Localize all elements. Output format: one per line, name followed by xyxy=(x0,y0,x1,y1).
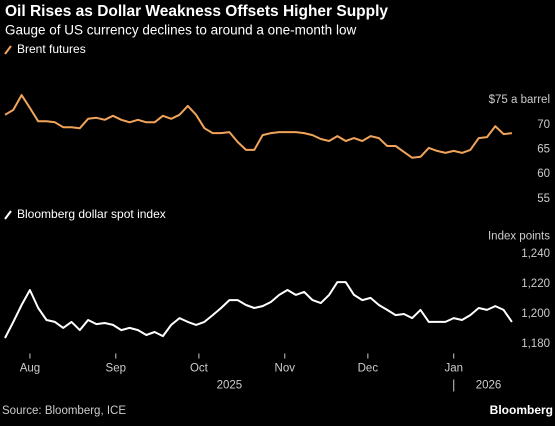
legend-swatch xyxy=(4,45,12,55)
x-tick-label: Jan xyxy=(444,363,463,375)
chart-title: Oil Rises as Dollar Weakness Offsets Hig… xyxy=(5,3,388,20)
y-tick-label: 60 xyxy=(537,168,550,180)
x-tick-label: Dec xyxy=(358,363,379,375)
y-axis-label: Index points xyxy=(488,231,550,243)
y-tick-label: 1,200 xyxy=(521,308,550,320)
x-tick-label: Oct xyxy=(190,363,209,375)
legend-label: Bloomberg dollar spot index xyxy=(17,207,166,221)
chart-subtitle: Gauge of US currency declines to around … xyxy=(5,23,356,38)
line-series xyxy=(4,281,513,339)
y-tick-label: 55 xyxy=(537,193,550,205)
y-tick-label: $75 a barrel xyxy=(489,94,550,106)
legend-swatch xyxy=(4,210,12,220)
year-label: 2026 xyxy=(476,380,502,392)
source: Source: Bloomberg, ICE xyxy=(2,405,126,417)
x-tick-label: Nov xyxy=(275,363,296,375)
y-tick-label: 1,180 xyxy=(521,338,550,350)
y-tick-label: 1,240 xyxy=(521,248,550,260)
year-label: 2025 xyxy=(217,380,243,392)
y-tick-label: 65 xyxy=(537,143,550,155)
line-series xyxy=(4,94,513,159)
y-tick-label: 1,220 xyxy=(521,278,550,290)
brand: Bloomberg xyxy=(490,403,553,417)
x-tick-label: Aug xyxy=(20,363,40,375)
x-tick-label: Sep xyxy=(106,363,126,375)
legend-label: Brent futures xyxy=(17,42,86,56)
y-tick-label: 70 xyxy=(537,119,550,131)
